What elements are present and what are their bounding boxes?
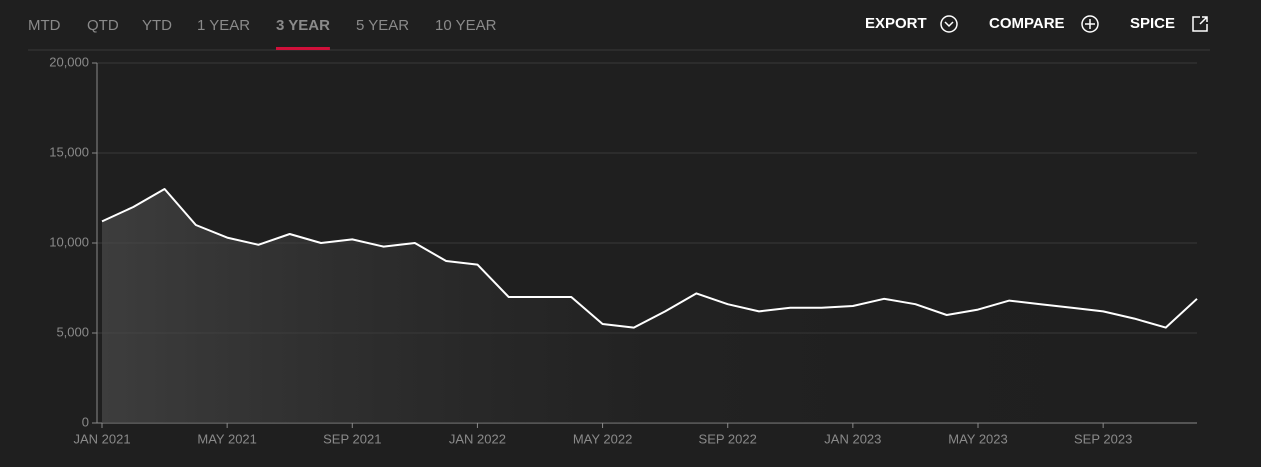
tab[interactable]: MTD <box>28 17 61 34</box>
compare-icon[interactable] <box>1081 15 1099 33</box>
tab[interactable]: 3 YEAR <box>276 17 330 34</box>
tab[interactable]: QTD <box>87 17 119 34</box>
y-tick-label: 5,000 <box>56 324 89 339</box>
x-tick-label: JAN 2021 <box>73 431 130 446</box>
x-tick-label: JAN 2022 <box>449 431 506 446</box>
line <box>101 188 1198 329</box>
x-tick-label: SEP 2021 <box>323 431 381 446</box>
tab[interactable]: 1 YEAR <box>197 17 250 34</box>
y-tick-label: 15,000 <box>49 144 89 159</box>
action-label[interactable]: EXPORT <box>865 15 927 32</box>
x-tick-label: MAY 2021 <box>197 431 257 446</box>
y-tick-label: 20,000 <box>49 54 89 69</box>
x-tick-label: MAY 2022 <box>573 431 633 446</box>
y-tick-label: 10,000 <box>49 234 89 249</box>
x-tick-label: JAN 2023 <box>824 431 881 446</box>
x-tick-label: SEP 2022 <box>699 431 757 446</box>
spice-icon[interactable] <box>1192 16 1208 32</box>
y-tick-label: 0 <box>82 414 89 429</box>
action-icons <box>940 15 1208 33</box>
tab[interactable]: YTD <box>142 17 172 34</box>
export-chevron <box>944 21 954 28</box>
tab[interactable]: 10 YEAR <box>435 17 497 34</box>
export-icon[interactable] <box>940 15 958 33</box>
action-label[interactable]: SPICE <box>1130 15 1175 32</box>
tab[interactable]: 5 YEAR <box>356 17 409 34</box>
action-label[interactable]: COMPARE <box>989 15 1065 32</box>
x-tick-label: MAY 2023 <box>948 431 1008 446</box>
compare-plus <box>1085 19 1095 29</box>
tab-underline <box>276 47 330 50</box>
area <box>102 189 1197 423</box>
x-tick-label: SEP 2023 <box>1074 431 1132 446</box>
